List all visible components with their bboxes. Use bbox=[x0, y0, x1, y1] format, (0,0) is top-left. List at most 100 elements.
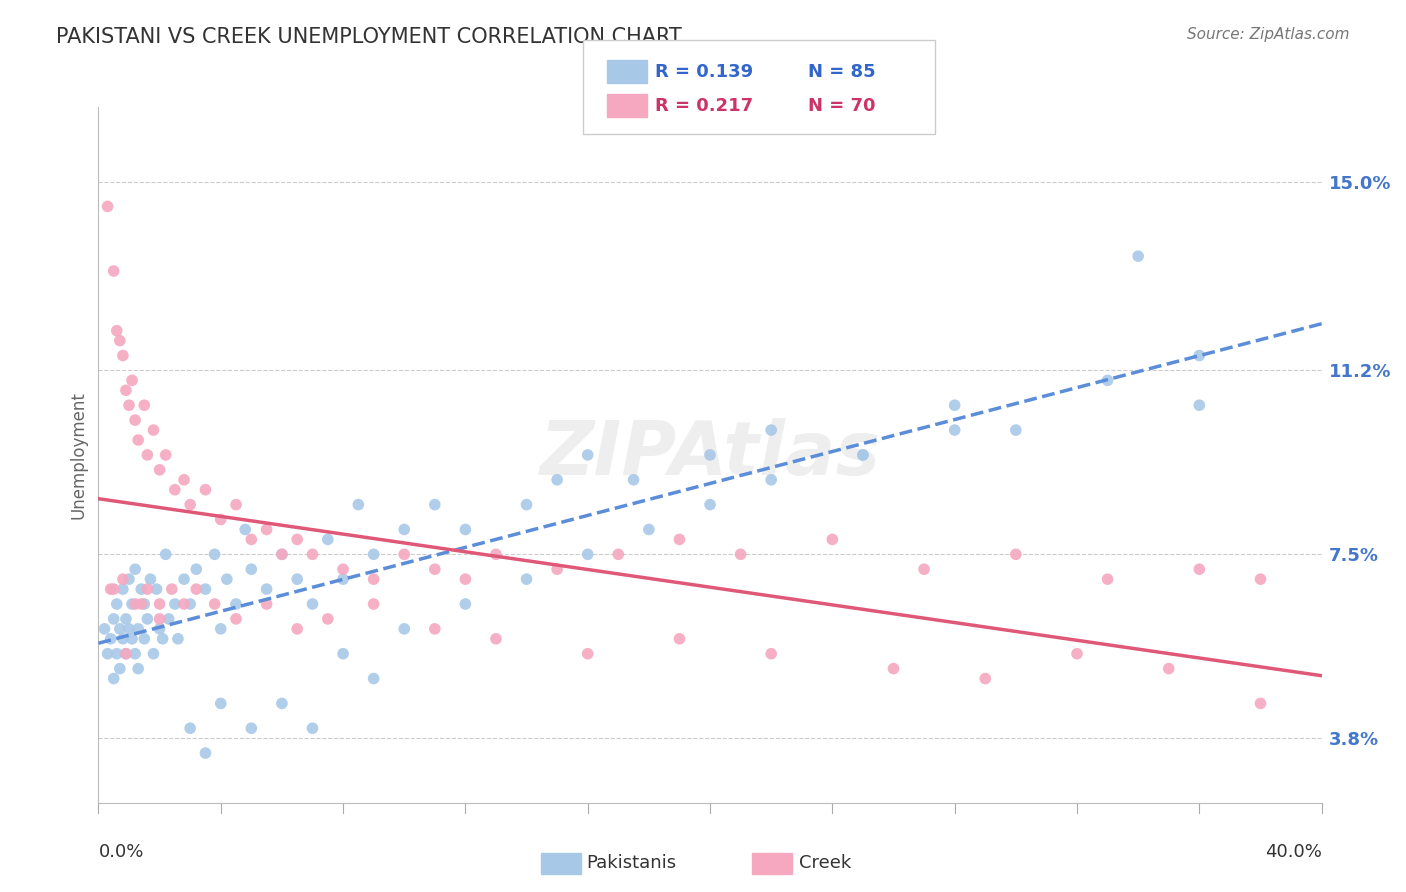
Point bbox=[118, 572, 141, 586]
Point bbox=[103, 672, 125, 686]
Point bbox=[93, 622, 115, 636]
Point bbox=[194, 582, 217, 596]
Point bbox=[97, 199, 120, 213]
Point bbox=[121, 632, 143, 646]
Point bbox=[332, 562, 354, 576]
Point bbox=[240, 721, 263, 735]
Point bbox=[454, 572, 477, 586]
Point bbox=[699, 448, 721, 462]
Point bbox=[103, 612, 125, 626]
Point bbox=[576, 448, 599, 462]
Point bbox=[761, 423, 783, 437]
Point bbox=[1188, 349, 1211, 363]
Point bbox=[155, 547, 177, 561]
Point bbox=[363, 672, 385, 686]
Point bbox=[301, 597, 323, 611]
Point bbox=[423, 498, 446, 512]
Point bbox=[285, 533, 308, 547]
Point bbox=[454, 597, 477, 611]
Point bbox=[179, 498, 201, 512]
Point bbox=[852, 448, 875, 462]
Point bbox=[149, 622, 172, 636]
Point bbox=[215, 572, 238, 586]
Point bbox=[129, 582, 152, 596]
Point bbox=[105, 647, 128, 661]
Point bbox=[943, 423, 966, 437]
Point bbox=[163, 597, 186, 611]
Point bbox=[699, 498, 721, 512]
Point bbox=[173, 572, 195, 586]
Point bbox=[1188, 398, 1211, 412]
Point bbox=[974, 672, 997, 686]
Point bbox=[173, 597, 195, 611]
Point bbox=[285, 622, 308, 636]
Point bbox=[332, 572, 354, 586]
Point bbox=[316, 612, 339, 626]
Point bbox=[204, 597, 226, 611]
Point bbox=[111, 582, 134, 596]
Point bbox=[103, 582, 125, 596]
Point bbox=[1097, 373, 1119, 387]
Point bbox=[392, 622, 416, 636]
Point bbox=[209, 512, 232, 526]
Point bbox=[136, 612, 159, 626]
Point bbox=[111, 349, 134, 363]
Point bbox=[97, 647, 120, 661]
Point bbox=[270, 547, 294, 561]
Point bbox=[761, 473, 783, 487]
Point bbox=[134, 597, 156, 611]
Point bbox=[240, 562, 263, 576]
Point bbox=[423, 562, 446, 576]
Point bbox=[134, 398, 156, 412]
Point bbox=[145, 582, 167, 596]
Point bbox=[124, 647, 146, 661]
Point bbox=[454, 523, 477, 537]
Point bbox=[485, 547, 508, 561]
Point bbox=[316, 533, 339, 547]
Point bbox=[155, 448, 177, 462]
Point bbox=[124, 562, 146, 576]
Point bbox=[821, 533, 844, 547]
Point bbox=[194, 746, 217, 760]
Point bbox=[668, 632, 690, 646]
Point bbox=[157, 612, 180, 626]
Point bbox=[225, 597, 247, 611]
Point bbox=[124, 597, 146, 611]
Point bbox=[105, 597, 128, 611]
Point bbox=[485, 632, 508, 646]
Point bbox=[163, 483, 186, 497]
Point bbox=[118, 622, 141, 636]
Point bbox=[111, 572, 134, 586]
Point bbox=[115, 647, 138, 661]
Text: R = 0.217: R = 0.217 bbox=[655, 96, 754, 114]
Point bbox=[256, 582, 278, 596]
Point bbox=[1004, 547, 1026, 561]
Point bbox=[516, 498, 538, 512]
Point bbox=[301, 721, 323, 735]
Point bbox=[912, 562, 935, 576]
Point bbox=[136, 448, 159, 462]
Point bbox=[668, 533, 690, 547]
Point bbox=[943, 398, 966, 412]
Point bbox=[136, 582, 159, 596]
Point bbox=[883, 662, 905, 676]
Point bbox=[179, 597, 201, 611]
Point bbox=[105, 324, 128, 338]
Point bbox=[209, 622, 232, 636]
Point bbox=[142, 423, 165, 437]
Point bbox=[179, 721, 201, 735]
Point bbox=[1128, 249, 1150, 263]
Point bbox=[103, 264, 125, 278]
Point bbox=[142, 647, 165, 661]
Point bbox=[134, 632, 156, 646]
Point bbox=[149, 597, 172, 611]
Text: 40.0%: 40.0% bbox=[1265, 843, 1322, 861]
Text: PAKISTANI VS CREEK UNEMPLOYMENT CORRELATION CHART: PAKISTANI VS CREEK UNEMPLOYMENT CORRELAT… bbox=[56, 27, 682, 46]
Point bbox=[301, 547, 323, 561]
Point bbox=[1188, 562, 1211, 576]
Point bbox=[186, 562, 208, 576]
Point bbox=[121, 373, 143, 387]
Text: N = 85: N = 85 bbox=[808, 62, 876, 80]
Point bbox=[225, 498, 247, 512]
Point bbox=[100, 632, 122, 646]
